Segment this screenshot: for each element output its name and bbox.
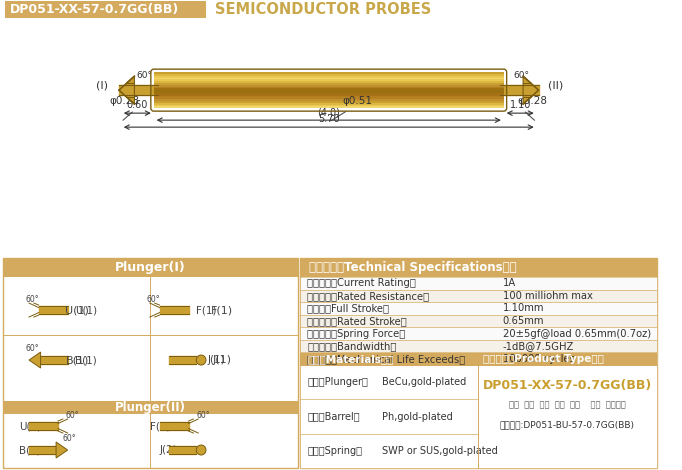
Text: 1.10mm: 1.10mm (503, 304, 544, 313)
Text: 针管（Barrel）: 针管（Barrel） (308, 412, 360, 422)
Text: 系列  规格  头型  总长  弹力    镀金  针头规格: 系列 规格 头型 总长 弹力 镀金 针头规格 (509, 400, 625, 409)
Text: U(1): U(1) (65, 305, 89, 315)
Bar (3, 258, 298, 277)
Bar (299, 353, 478, 365)
Bar (299, 302, 657, 315)
Text: 额定弹力（Spring Force）: 额定弹力（Spring Force） (308, 329, 406, 338)
Text: 60°: 60° (146, 295, 160, 304)
Bar (299, 315, 657, 327)
Text: 额定行程（Rated Stroke）: 额定行程（Rated Stroke） (308, 316, 407, 326)
Bar (299, 352, 657, 365)
Bar (299, 258, 657, 468)
Text: 60°: 60° (65, 411, 79, 420)
Text: Ph,gold-plated: Ph,gold-plated (382, 412, 453, 422)
Text: 100 milliohm max: 100 milliohm max (503, 291, 593, 301)
Text: φ0.28: φ0.28 (110, 96, 140, 106)
Text: 技术要求（Technical Specifications）：: 技术要求（Technical Specifications）： (310, 261, 517, 274)
Text: B(1): B(1) (65, 355, 89, 365)
Text: DP051-XX-57-0.7GG(BB): DP051-XX-57-0.7GG(BB) (483, 378, 652, 392)
Text: U(2): U(2) (19, 421, 42, 431)
Text: 60°: 60° (514, 71, 529, 80)
Bar (299, 290, 657, 302)
Polygon shape (56, 442, 68, 458)
Text: 60°: 60° (25, 295, 39, 304)
Text: 5.70: 5.70 (318, 114, 340, 124)
Text: (II): (II) (548, 80, 563, 90)
Text: 60°: 60° (63, 434, 76, 443)
Text: 60°: 60° (196, 411, 210, 420)
Text: 0.65mm: 0.65mm (503, 316, 544, 326)
Text: F(1): F(1) (211, 305, 233, 315)
Text: U(1): U(1) (76, 305, 98, 315)
Bar (299, 340, 657, 352)
Bar (478, 353, 657, 365)
Text: 订购举例:DP051-BU-57-0.7GG(BB): 订购举例:DP051-BU-57-0.7GG(BB) (500, 421, 635, 430)
Text: SEMICONDUCTOR PROBES: SEMICONDUCTOR PROBES (215, 2, 431, 17)
Text: φ0.28: φ0.28 (518, 96, 548, 106)
Text: SWP or SUS,gold-plated: SWP or SUS,gold-plated (382, 446, 498, 456)
Bar (299, 327, 657, 340)
Text: 弹簧（Spring）: 弹簧（Spring） (308, 446, 362, 456)
Text: 额定电流（Current Rating）: 额定电流（Current Rating） (308, 278, 416, 289)
Bar (3, 401, 298, 413)
Polygon shape (119, 76, 134, 104)
Bar (299, 365, 478, 400)
Text: BeCu,gold-plated: BeCu,gold-plated (382, 377, 466, 387)
Text: 满行程（Full Stroke）: 满行程（Full Stroke） (308, 304, 389, 313)
Text: B(2): B(2) (19, 445, 41, 455)
Text: 材质（Materials）：: 材质（Materials）： (308, 354, 394, 364)
Text: (4.0): (4.0) (317, 107, 340, 117)
Bar (299, 277, 657, 290)
Text: F(1): F(1) (196, 305, 217, 315)
Circle shape (196, 355, 206, 365)
Text: Plunger(I): Plunger(I) (115, 261, 186, 274)
Polygon shape (29, 352, 41, 368)
Text: 1.10: 1.10 (509, 100, 531, 110)
Bar (5, 1, 206, 18)
Text: 20±5gf@load 0.65mm(0.7oz): 20±5gf@load 0.65mm(0.7oz) (503, 329, 651, 338)
Text: 针头（Plunger）: 针头（Plunger） (308, 377, 368, 387)
Text: F(2): F(2) (150, 421, 170, 431)
Text: J(1): J(1) (208, 355, 226, 365)
Text: 额定电阻（Rated Resistance）: 额定电阻（Rated Resistance） (308, 291, 430, 301)
Text: 100000 cycles: 100000 cycles (503, 354, 575, 364)
Text: (I): (I) (95, 80, 108, 90)
Bar (299, 434, 478, 468)
Text: 60°: 60° (136, 71, 152, 80)
Text: 测试寿命（Mechanical Life Exceeds）: 测试寿命（Mechanical Life Exceeds） (308, 354, 466, 364)
Text: 0.60: 0.60 (127, 100, 148, 110)
Text: J(1): J(1) (213, 355, 232, 365)
Bar (3, 258, 298, 468)
Text: -1dB@7.5GHZ: -1dB@7.5GHZ (503, 341, 574, 351)
Text: 频率带宽（Bandwidth）: 频率带宽（Bandwidth） (308, 341, 397, 351)
Text: Plunger(II): Plunger(II) (115, 400, 186, 414)
Polygon shape (523, 76, 539, 104)
Bar (299, 258, 657, 277)
Text: DP051-XX-57-0.7GG(BB): DP051-XX-57-0.7GG(BB) (10, 3, 179, 16)
Text: 成品型号（Product Type）：: 成品型号（Product Type）： (483, 354, 604, 364)
Text: φ0.51: φ0.51 (343, 96, 373, 106)
Bar (478, 365, 657, 468)
Text: 60°: 60° (25, 344, 39, 353)
Text: J(2): J(2) (160, 445, 177, 455)
Bar (299, 400, 478, 434)
Circle shape (196, 445, 206, 455)
Text: 1A: 1A (503, 278, 516, 289)
Text: B(1): B(1) (76, 355, 97, 365)
